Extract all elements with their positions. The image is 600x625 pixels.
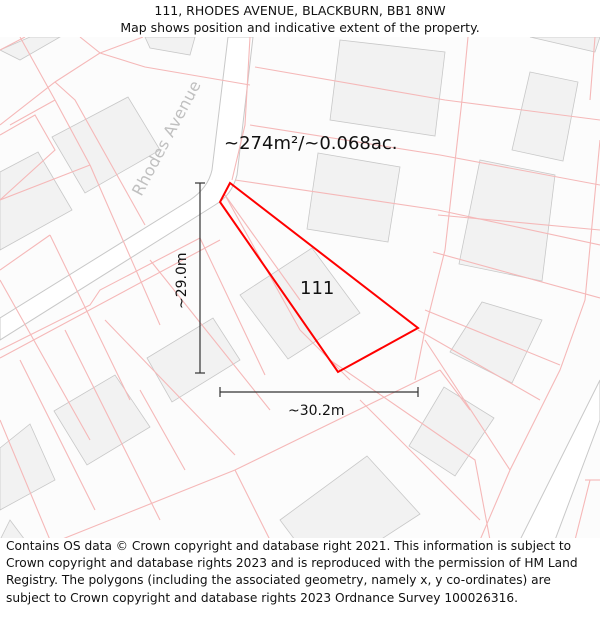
width-measure-line [219, 387, 419, 397]
height-measure-line [195, 182, 205, 374]
plot-number-label: 111 [300, 278, 335, 299]
map-description: Map shows position and indicative extent… [120, 20, 480, 35]
property-map[interactable]: Rhodes Avenue ~274m²/~0.068ac. 111 ~29.0… [0, 37, 600, 538]
width-measure-label: ~30.2m [288, 403, 345, 419]
road-rhodes-avenue [0, 37, 600, 538]
parcel-boundaries [0, 37, 600, 538]
area-label: ~274m²/~0.068ac. [224, 133, 398, 154]
height-measure-label: ~29.0m [174, 252, 190, 309]
property-address: 111, RHODES AVENUE, BLACKBURN, BB1 8NW [154, 3, 446, 18]
property-plot-outline[interactable] [218, 181, 420, 374]
copyright-attribution: Contains OS data © Crown copyright and d… [6, 539, 578, 605]
map-header: 111, RHODES AVENUE, BLACKBURN, BB1 8NW M… [0, 0, 600, 37]
